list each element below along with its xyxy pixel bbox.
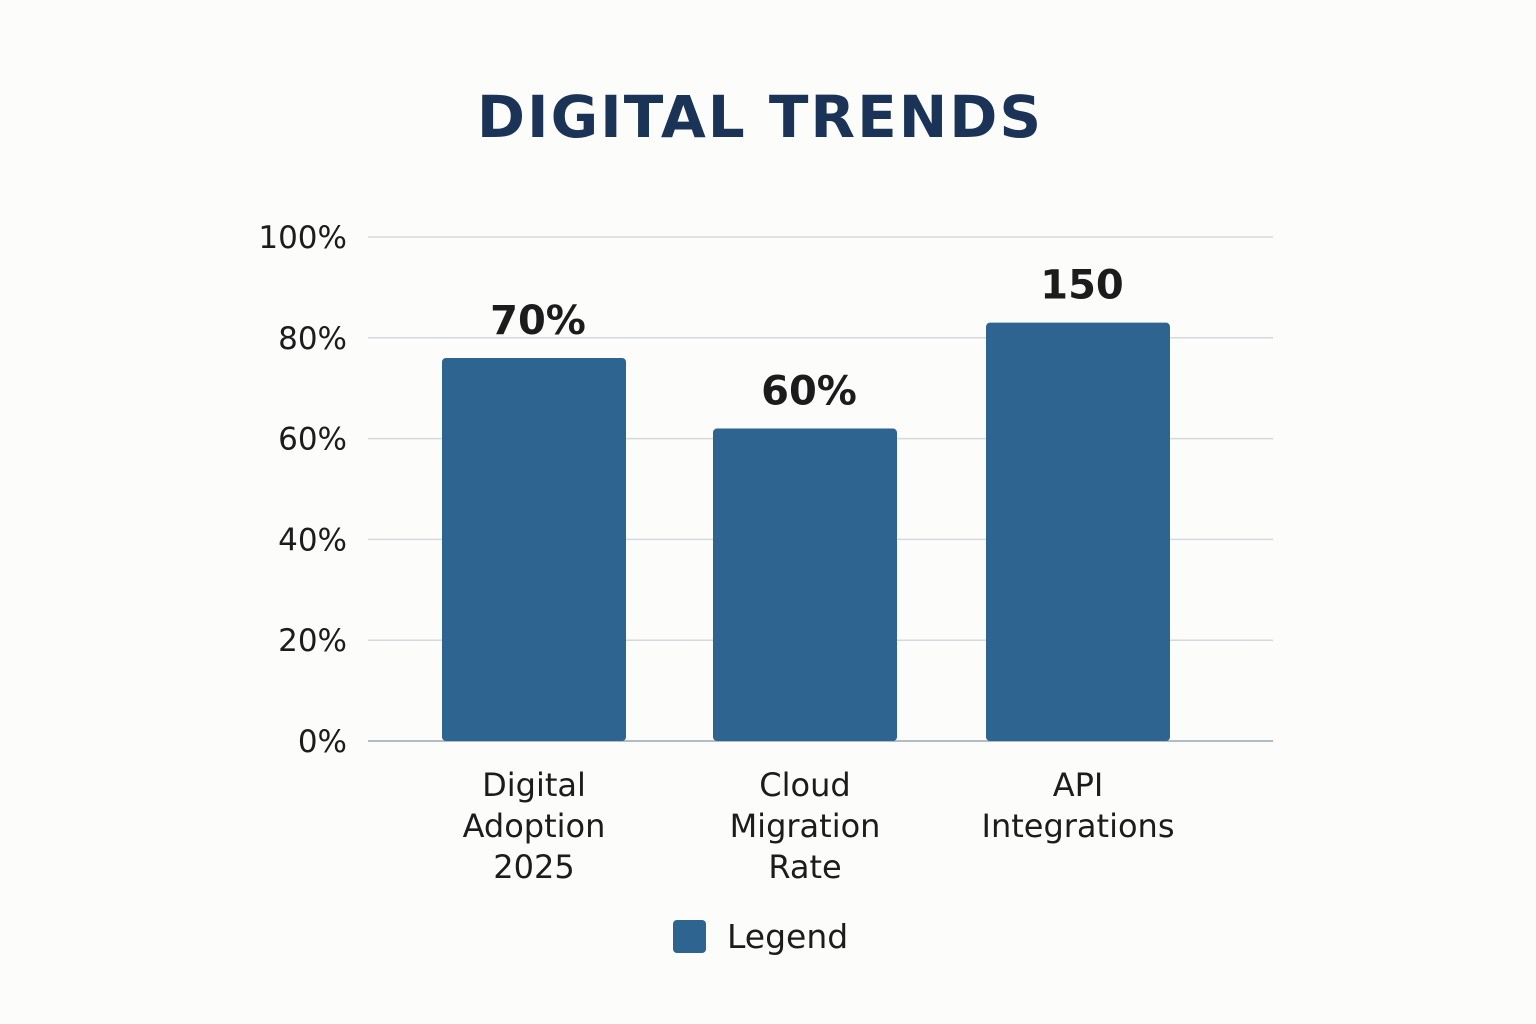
x-tick-label-line: Digital [482, 766, 586, 804]
x-tick-label-line: API [1053, 766, 1104, 804]
legend-swatch [673, 920, 706, 953]
x-tick-label: API Integrations [982, 766, 1175, 845]
chart-title: DIGITAL TRENDS [477, 83, 1043, 151]
data-label: 60% [761, 369, 857, 415]
legend: Legend [673, 917, 848, 956]
x-tick-label-line: Integrations [982, 807, 1175, 845]
x-tick-label: Cloud Migration Rate [730, 766, 881, 886]
x-tick-label: Digital Adoption 2025 [463, 766, 606, 886]
y-tick-label: 0% [298, 724, 347, 760]
x-tick-label-line: Adoption [463, 807, 606, 845]
bar [442, 357, 626, 741]
data-label: 70% [490, 298, 586, 344]
bar [713, 428, 897, 741]
y-tick-label: 60% [278, 422, 347, 458]
x-tick-label-line: 2025 [493, 848, 574, 886]
y-tick-label: 40% [278, 522, 347, 558]
y-tick-label: 100% [258, 220, 347, 256]
legend-label: Legend [727, 917, 848, 956]
labels-layer: 0% 20% 40% 60% 80% 100% 70% Digital Adoption 2025… [258, 220, 1174, 886]
x-tick-label-line: Rate [768, 848, 841, 886]
y-tick-label: 80% [278, 321, 347, 357]
x-tick-label-line: Cloud [759, 766, 850, 804]
x-tick-label-line: Migration [730, 807, 881, 845]
data-label: 150 [1040, 263, 1124, 309]
bars-layer [442, 322, 1170, 741]
bar [986, 322, 1170, 741]
y-tick-label: 20% [278, 623, 347, 659]
